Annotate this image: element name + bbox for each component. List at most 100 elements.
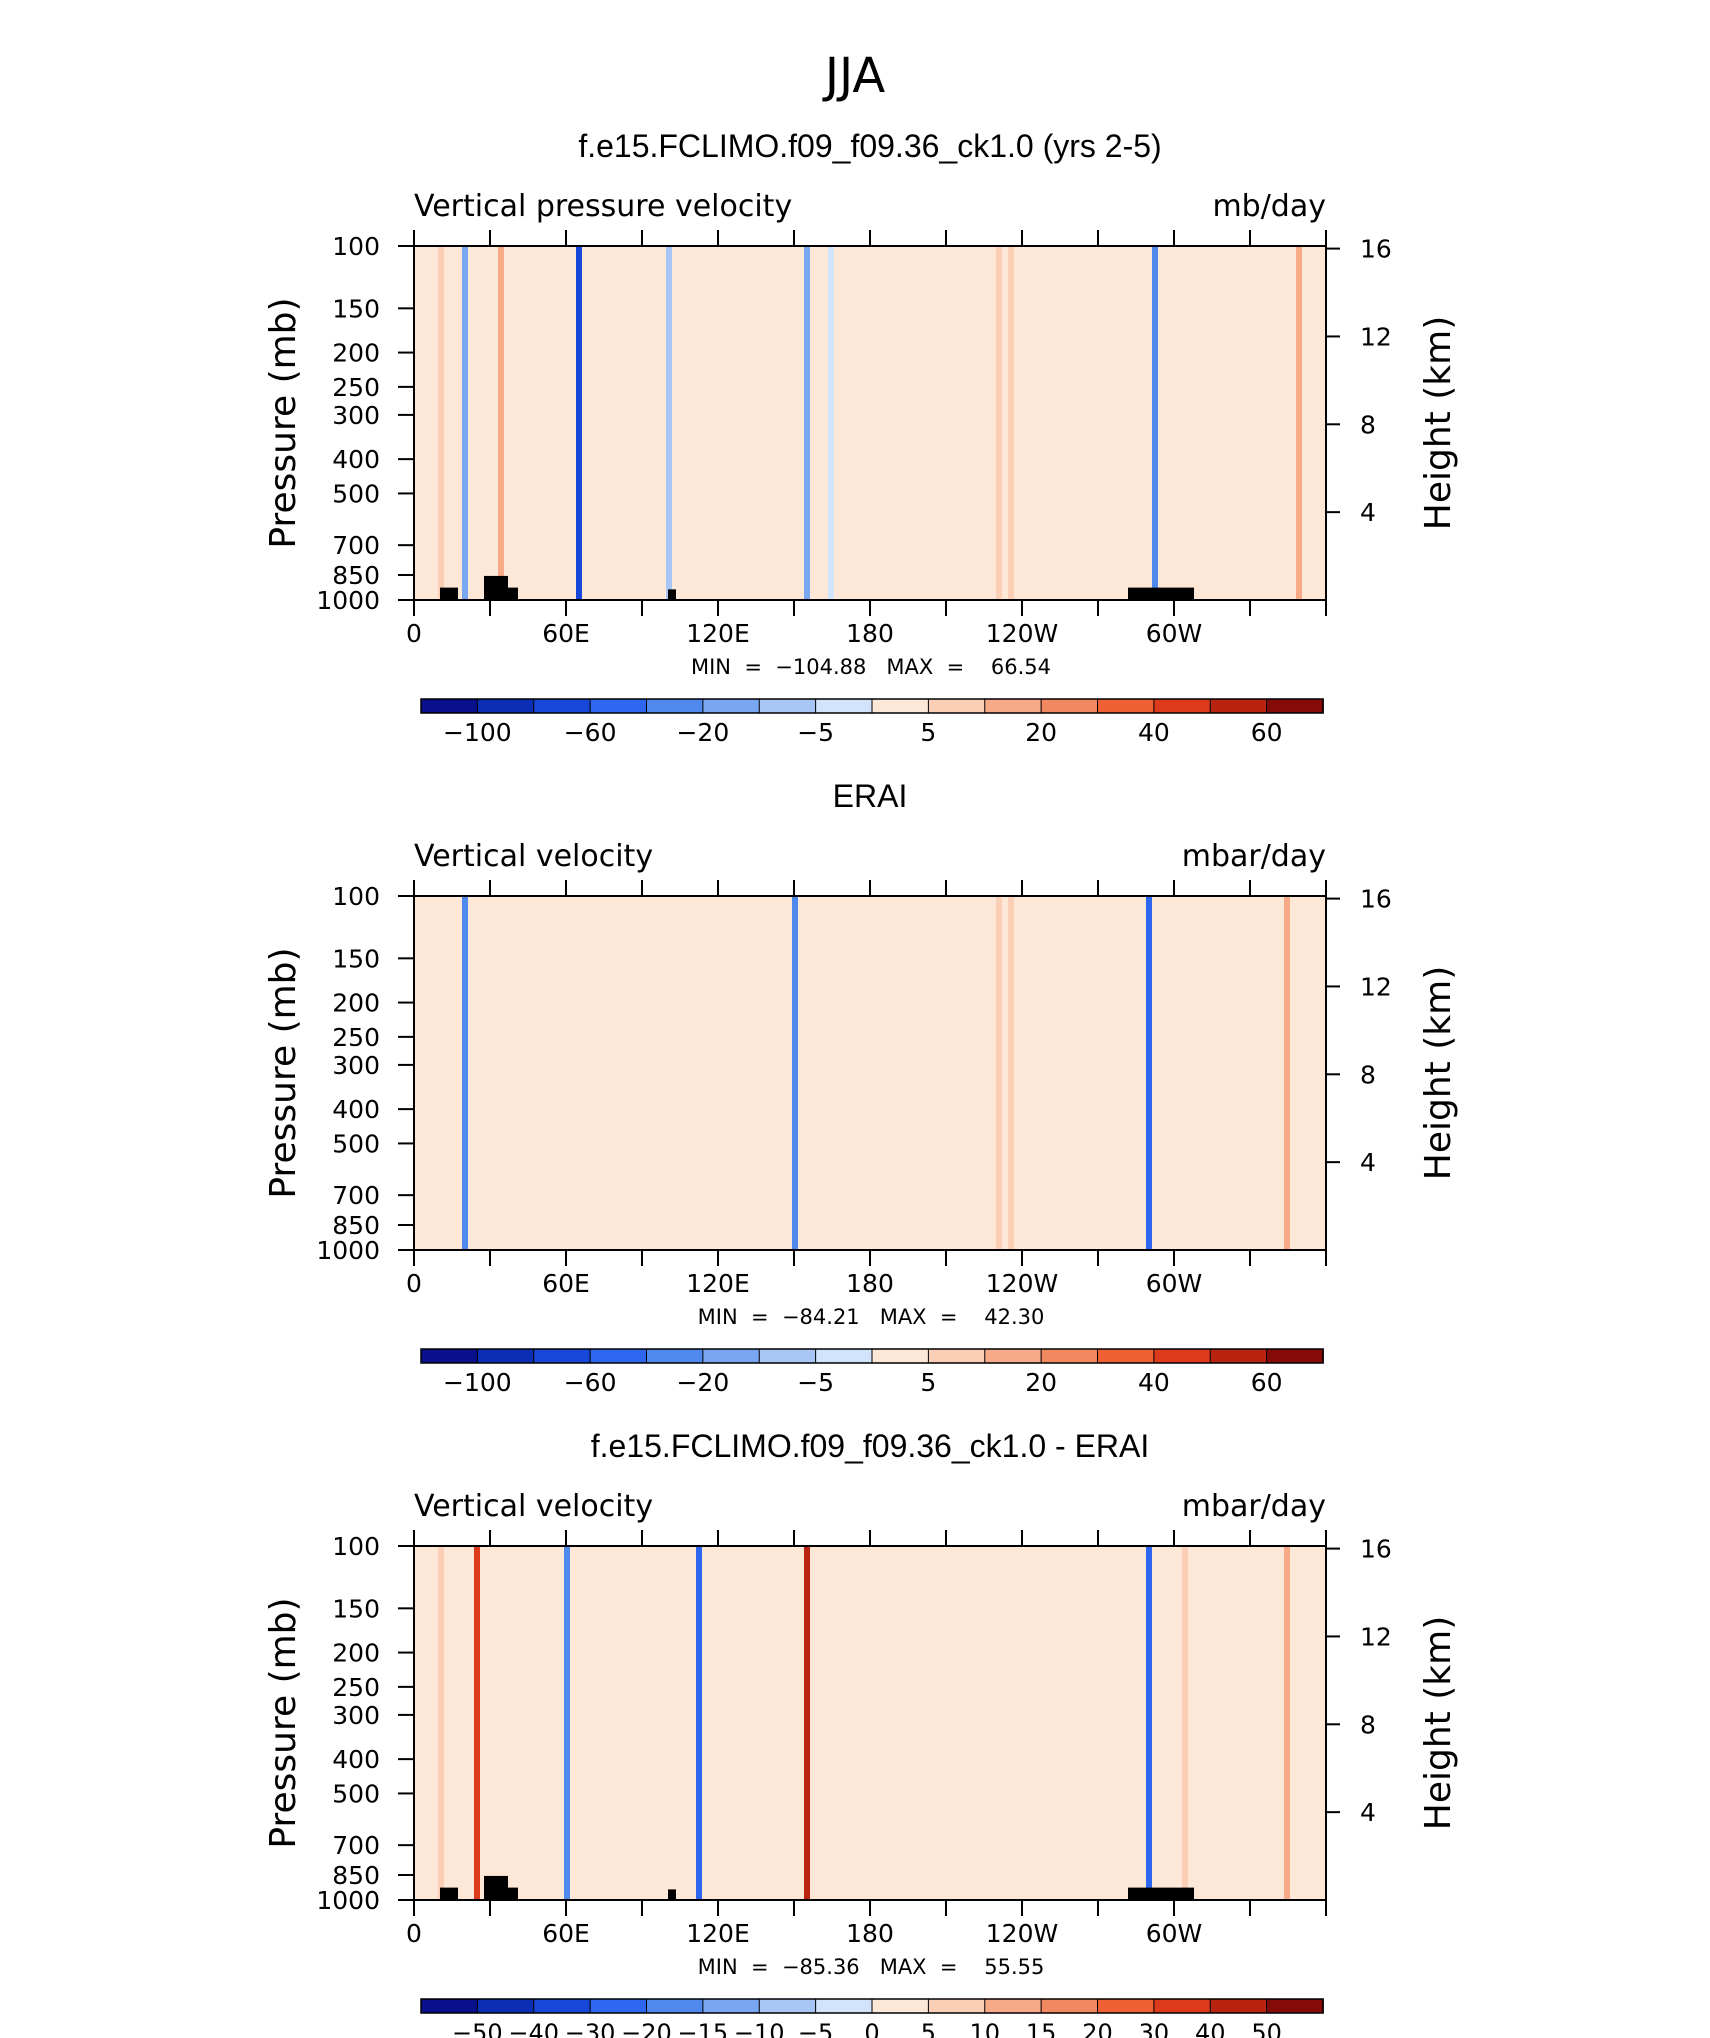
field-cell — [852, 336, 859, 343]
field-cell — [1008, 426, 1015, 433]
field-cell — [756, 306, 763, 313]
field-cell — [744, 438, 751, 445]
field-cell — [1218, 282, 1225, 289]
field-cell — [456, 336, 463, 343]
field-cell — [1308, 366, 1315, 373]
field-cell — [480, 396, 487, 403]
field-cell — [492, 318, 499, 325]
field-cell — [726, 438, 733, 445]
field-cell — [822, 258, 829, 265]
field-cell — [780, 306, 787, 313]
field-cell — [996, 426, 1003, 433]
field-cell — [1038, 426, 1045, 433]
field-cell — [744, 324, 751, 331]
field-cell — [462, 432, 469, 439]
field-cell — [834, 432, 841, 439]
field-cell — [798, 270, 805, 277]
field-cell — [864, 270, 871, 277]
field-cell — [744, 306, 751, 313]
field-cell — [744, 264, 751, 271]
field-cell — [1062, 414, 1069, 421]
field-cell — [1206, 342, 1213, 349]
field-cell — [498, 336, 505, 343]
field-cell — [582, 294, 589, 301]
field-cell — [438, 360, 445, 367]
field-cell — [1224, 354, 1231, 361]
field-cell — [1254, 402, 1261, 409]
field-cell — [1104, 384, 1111, 391]
field-cell — [612, 396, 619, 403]
field-cell — [534, 378, 541, 385]
field-cell — [1104, 402, 1111, 409]
field-cell — [828, 342, 835, 349]
field-cell — [912, 270, 919, 277]
field-cell — [720, 408, 727, 415]
field-cell — [1002, 318, 1009, 325]
field-cell — [750, 282, 757, 289]
field-cell — [726, 282, 733, 289]
field-cell — [498, 312, 505, 319]
field-cell — [1014, 330, 1021, 337]
field-cell — [612, 294, 619, 301]
field-cell — [828, 324, 835, 331]
field-cell — [480, 288, 487, 295]
field-cell — [1272, 252, 1279, 259]
field-cell — [1176, 378, 1183, 385]
field-cell — [1080, 264, 1087, 271]
field-cell — [750, 312, 757, 319]
field-cell — [1194, 312, 1201, 319]
field-cell — [1008, 282, 1015, 289]
field-cell — [900, 312, 907, 319]
field-cell — [1314, 330, 1321, 337]
field-cell — [672, 318, 679, 325]
field-cell — [972, 390, 979, 397]
field-cell — [888, 336, 895, 343]
field-cell — [744, 288, 751, 295]
field-cell — [948, 396, 955, 403]
field-cell — [1218, 258, 1225, 265]
field-cell — [468, 372, 475, 379]
field-cell — [426, 402, 433, 409]
field-cell — [1044, 426, 1051, 433]
field-cell — [930, 360, 937, 367]
field-cell — [630, 300, 637, 307]
field-cell — [420, 384, 427, 391]
field-cell — [1308, 270, 1315, 277]
field-cell — [912, 366, 919, 373]
field-cell — [678, 384, 685, 391]
field-cell — [672, 270, 679, 277]
field-cell — [528, 414, 535, 421]
field-cell — [1302, 336, 1309, 343]
field-cell — [522, 372, 529, 379]
field-cell — [450, 414, 457, 421]
field-cell — [876, 276, 883, 283]
field-cell — [762, 348, 769, 355]
field-cell — [1308, 420, 1315, 427]
field-cell — [1104, 378, 1111, 385]
field-cell — [1170, 348, 1177, 355]
field-cell — [1050, 402, 1057, 409]
field-cell — [726, 426, 733, 433]
field-cell — [966, 432, 973, 439]
field-cell — [1092, 432, 1099, 439]
field-cell — [588, 348, 595, 355]
field-cell — [558, 330, 565, 337]
field-cell — [966, 402, 973, 409]
field-cell — [972, 396, 979, 403]
field-cell — [480, 372, 487, 379]
field-cell — [1254, 252, 1261, 259]
field-cell — [750, 348, 757, 355]
field-cell — [1188, 306, 1195, 313]
field-cell — [582, 438, 589, 445]
field-cell — [522, 420, 529, 427]
field-cell — [582, 312, 589, 319]
field-cell — [864, 378, 871, 385]
field-cell — [438, 420, 445, 427]
field-cell — [594, 300, 601, 307]
field-cell — [660, 366, 667, 373]
field-cell — [1206, 318, 1213, 325]
field-cell — [516, 348, 523, 355]
field-cell — [432, 366, 439, 373]
field-cell — [588, 426, 595, 433]
field-cell — [798, 324, 805, 331]
